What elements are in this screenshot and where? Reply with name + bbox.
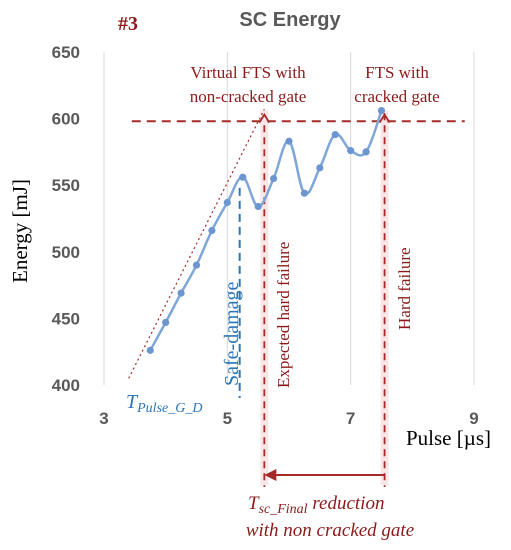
data-point [300, 189, 309, 197]
data-point [331, 130, 339, 139]
data-point [362, 148, 370, 156]
safe-damage-label: Safe-damage [221, 281, 243, 386]
tsc-sub: sc_Final [259, 502, 308, 517]
data-series [146, 107, 386, 354]
data-point [285, 137, 293, 145]
data-point [239, 173, 247, 181]
chart-title: SC Energy [239, 9, 341, 31]
hard-failure-label: Hard failure [395, 247, 414, 330]
panel-label: #3 [118, 13, 138, 35]
fts-cracked-label-line2: cracked gate [354, 87, 439, 106]
virtual-fts-label-line1: Virtual FTS with [190, 63, 306, 82]
y-tick-label: 450 [52, 309, 80, 328]
data-point [254, 202, 262, 211]
y-tick-label: 600 [52, 110, 80, 129]
y-axis-label: Energy [mJ] [8, 179, 32, 283]
data-point [347, 146, 355, 155]
data-point [192, 261, 201, 269]
arrow-up-icon [258, 112, 271, 124]
fts-cracked-label-line1: FTS with [365, 63, 429, 82]
reference-lines [128, 109, 465, 487]
y-tick-label: 500 [52, 243, 80, 262]
t-pulse-sub: Pulse_G_D [136, 401, 202, 416]
data-point [162, 318, 170, 326]
data-point [177, 289, 185, 297]
arrow-up-icon [378, 112, 391, 124]
series-line [149, 110, 383, 351]
data-point [208, 226, 216, 235]
data-point [377, 107, 386, 115]
extrapolation-line [128, 109, 265, 379]
x-tick-label: 3 [99, 409, 108, 428]
x-tick-label: 9 [469, 409, 478, 428]
reduction-arrow-head-icon [264, 469, 277, 481]
t-pulse-main: T [126, 391, 139, 413]
y-tick-label: 650 [52, 43, 80, 62]
data-point [146, 346, 154, 354]
tsc-rest: reduction [308, 493, 385, 514]
tsc-main: T [248, 493, 260, 514]
t-pulse-label: TPulse_G_D [126, 391, 202, 416]
data-point [223, 198, 231, 207]
x-tick-label: 5 [223, 409, 232, 428]
expected-hard-failure-label: Expected hard failure [274, 242, 293, 388]
tsc-reduction-line1: Tsc_Final reduction [248, 493, 384, 517]
y-tick-label: 400 [52, 376, 80, 395]
x-tick-label: 7 [346, 409, 355, 428]
x-axis-label: Pulse [µs] [406, 426, 491, 450]
data-point [269, 174, 278, 183]
data-point [316, 164, 324, 172]
grid-lines [103, 52, 475, 385]
y-tick-label: 550 [52, 176, 80, 195]
tsc-reduction-line2: with non cracked gate [246, 520, 414, 541]
virtual-fts-label-line2: non-cracked gate [190, 87, 307, 106]
tick-labels: 3 5 7 9 400 450 500 550 600 650 [52, 43, 479, 428]
